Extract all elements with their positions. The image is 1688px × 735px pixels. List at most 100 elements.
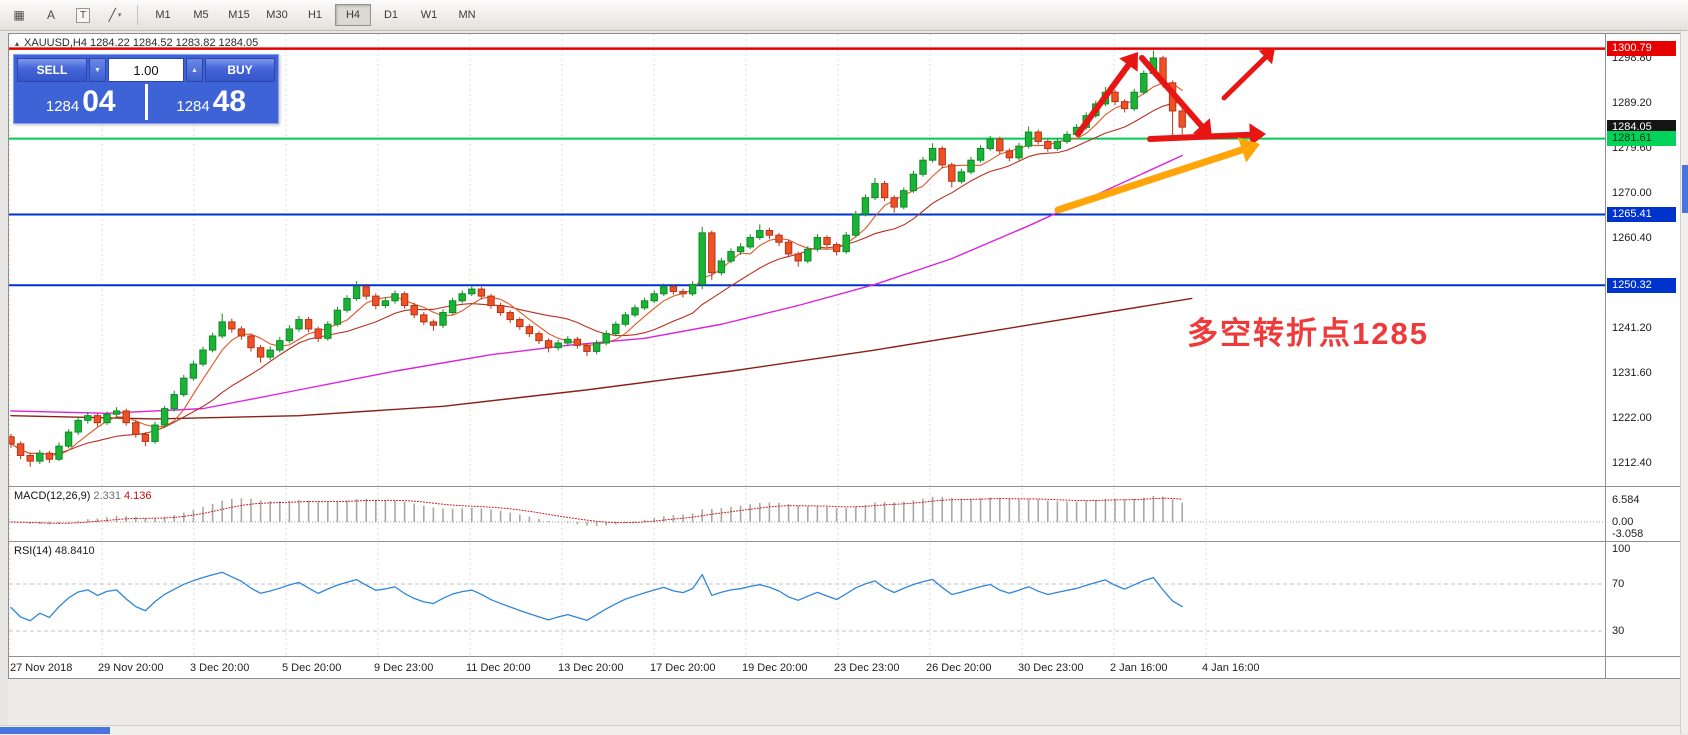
toolbar: ▦ A T ╱ ▾ M1 M5 M15 M30 H1 H4 D1 W1 MN xyxy=(0,0,1688,31)
timeframe-m1[interactable]: M1 xyxy=(155,9,171,21)
sideways-right-arrow xyxy=(1147,123,1266,147)
horizontal-scrollbar[interactable] xyxy=(0,725,1680,735)
rsi-value: 48.8410 xyxy=(54,545,95,557)
trend-arrows xyxy=(1054,48,1275,214)
price-axis-label: 1270.00 xyxy=(1612,187,1652,199)
time-axis-label: 5 Dec 20:00 xyxy=(282,662,342,674)
rsi-axis-label: 100 xyxy=(1612,542,1631,555)
volume-increase-button[interactable]: ▲ xyxy=(186,58,203,82)
candlestick-chart-canvas[interactable] xyxy=(9,34,1605,486)
price-axis-label: 1222.00 xyxy=(1612,412,1652,424)
toolbar-icon-group: ▦ A T ╱ ▾ xyxy=(3,3,131,27)
volume-input[interactable] xyxy=(108,58,184,82)
impulse-up-arrow xyxy=(1075,52,1138,137)
timeframe-m15[interactable]: M15 xyxy=(228,9,250,21)
volume-decrease-button[interactable]: ▼ xyxy=(89,58,106,82)
price-axis-label: 1241.20 xyxy=(1612,322,1652,334)
annotation-text: 多空转折点1285 xyxy=(1187,316,1429,351)
symbol-ohlc-text: XAUUSD,H4 1284.22 1284.52 1283.82 1284.0… xyxy=(24,37,259,49)
macd-main-value: 2.331 xyxy=(93,490,121,502)
sell-button[interactable]: SELL xyxy=(17,58,87,82)
timeframe-w1[interactable]: W1 xyxy=(420,9,438,21)
horizontal-level-lines xyxy=(9,47,1605,287)
buy-price-pips: 48 xyxy=(212,85,247,118)
chart-window: ▴ XAUUSD,H4 1284.22 1284.52 1283.82 1284… xyxy=(8,33,1681,679)
timeframe-m30[interactable]: M30 xyxy=(266,9,288,21)
timeframe-h1[interactable]: H1 xyxy=(307,9,323,21)
vertical-scrollbar[interactable] xyxy=(1680,30,1688,734)
price-tag-1265-41: 1265.41 xyxy=(1607,207,1676,223)
macd-signal-value: 4.136 xyxy=(123,490,152,502)
macd-signal-line xyxy=(10,497,1183,524)
price-axis-label: 1231.60 xyxy=(1612,367,1652,379)
time-axis-label: 13 Dec 20:00 xyxy=(558,662,624,674)
ma-fast13-line xyxy=(10,101,1183,456)
time-axis-label: 26 Dec 20:00 xyxy=(926,662,992,674)
price-tag-1250-32: 1250.32 xyxy=(1607,277,1676,293)
sell-price-main: 1284 xyxy=(45,98,80,115)
chart-mini-icon: ▴ xyxy=(15,38,20,48)
sell-price-pips: 04 xyxy=(82,85,116,118)
breakout-up-arrow xyxy=(1221,48,1275,101)
line-tool-icon-glyph: ╱ xyxy=(108,8,116,22)
price-tag-1284-05: 1284.05 xyxy=(1607,119,1676,135)
panel-separator[interactable] xyxy=(9,486,1680,487)
time-axis-label: 30 Dec 23:00 xyxy=(1018,662,1084,674)
time-axis-label: 29 Nov 20:00 xyxy=(98,662,164,674)
crosshair-grid-icon-glyph: ▦ xyxy=(13,8,25,22)
one-click-trade-panel: SELL ▼ ▲ BUY 1284 04 1284 48 xyxy=(13,54,279,124)
timeframe-h4[interactable]: H4 xyxy=(335,4,371,26)
chart-title: ▴ XAUUSD,H4 1284.22 1284.52 1283.82 1284… xyxy=(15,37,258,49)
pullback-down-arrow xyxy=(1139,55,1212,138)
rsi-label: RSI(14) 48.8410 xyxy=(14,545,95,557)
candles xyxy=(9,50,1186,467)
horizontal-scrollbar-thumb[interactable] xyxy=(0,727,110,734)
buy-button[interactable]: BUY xyxy=(205,58,275,82)
text-tool-icon-glyph: T xyxy=(75,7,91,23)
annotation-a-icon-glyph: A xyxy=(46,8,55,22)
line-tool-icon[interactable]: ╱ ▾ xyxy=(100,3,130,27)
macd-panel[interactable]: MACD(12,26,9) 2.331 4.136 xyxy=(9,488,1605,541)
time-axis-label: 2 Jan 16:00 xyxy=(1110,662,1168,674)
price-axis-label: 1260.40 xyxy=(1612,232,1652,244)
buy-price-display[interactable]: 1284 48 xyxy=(148,84,276,120)
timeframe-button-group: M1 M5 M15 M30 H1 H4 D1 W1 MN xyxy=(144,4,486,26)
vertical-scrollbar-thumb[interactable] xyxy=(1682,165,1688,213)
rsi-panel[interactable]: RSI(14) 48.8410 xyxy=(9,543,1605,656)
rsi-line xyxy=(10,571,1183,622)
time-axis: 27 Nov 2018 29 Nov 20:00 3 Dec 20:00 5 Dec … xyxy=(9,658,1605,678)
time-axis-label: 19 Dec 20:00 xyxy=(742,662,808,674)
macd-histogram xyxy=(19,496,1183,526)
sell-price-display[interactable]: 1284 04 xyxy=(17,84,145,120)
toolbar-separator xyxy=(137,5,138,25)
time-axis-label: 17 Dec 20:00 xyxy=(650,662,716,674)
macd-axis-label: 0.00 xyxy=(1612,516,1634,528)
time-axis-label: 27 Nov 2018 xyxy=(10,662,73,674)
crosshair-grid-icon[interactable]: ▦ xyxy=(4,3,34,27)
window-bottom-band xyxy=(8,679,1680,725)
macd-label: MACD(12,26,9) 2.331 4.136 xyxy=(14,490,152,502)
main-price-chart[interactable]: ▴ XAUUSD,H4 1284.22 1284.52 1283.82 1284… xyxy=(9,34,1605,486)
dropdown-caret-icon: ▾ xyxy=(117,12,122,19)
price-axis-label: 1289.20 xyxy=(1612,97,1652,109)
time-axis-label: 4 Jan 16:00 xyxy=(1202,662,1260,674)
price-axis-label: 1212.40 xyxy=(1612,457,1652,469)
macd-axis-label: -3.058 xyxy=(1612,528,1644,540)
price-axis: 1298.80 1289.20 1279.60 1270.00 1260.40 1241.… xyxy=(1605,34,1680,678)
panel-separator[interactable] xyxy=(9,541,1680,542)
annotation-a-icon[interactable]: A xyxy=(36,3,66,27)
rsi-axis-label: 30 xyxy=(1612,625,1625,637)
grid-lines xyxy=(9,488,1207,541)
timeframe-d1[interactable]: D1 xyxy=(383,9,399,21)
support-trend-arrow xyxy=(1054,137,1260,214)
rsi-axis-label: 70 xyxy=(1612,578,1625,590)
grid-lines xyxy=(9,543,1207,656)
timeframe-m5[interactable]: M5 xyxy=(193,9,209,21)
text-tool-icon[interactable]: T xyxy=(68,3,98,27)
timeframe-mn[interactable]: MN xyxy=(458,9,476,21)
price-tag-1281-61: 1281.61 xyxy=(1607,131,1676,147)
time-axis-label: 9 Dec 23:00 xyxy=(374,662,434,674)
time-axis-label: 3 Dec 20:00 xyxy=(190,662,250,674)
ma-medium-line xyxy=(10,154,1183,415)
panel-separator[interactable] xyxy=(9,656,1680,657)
